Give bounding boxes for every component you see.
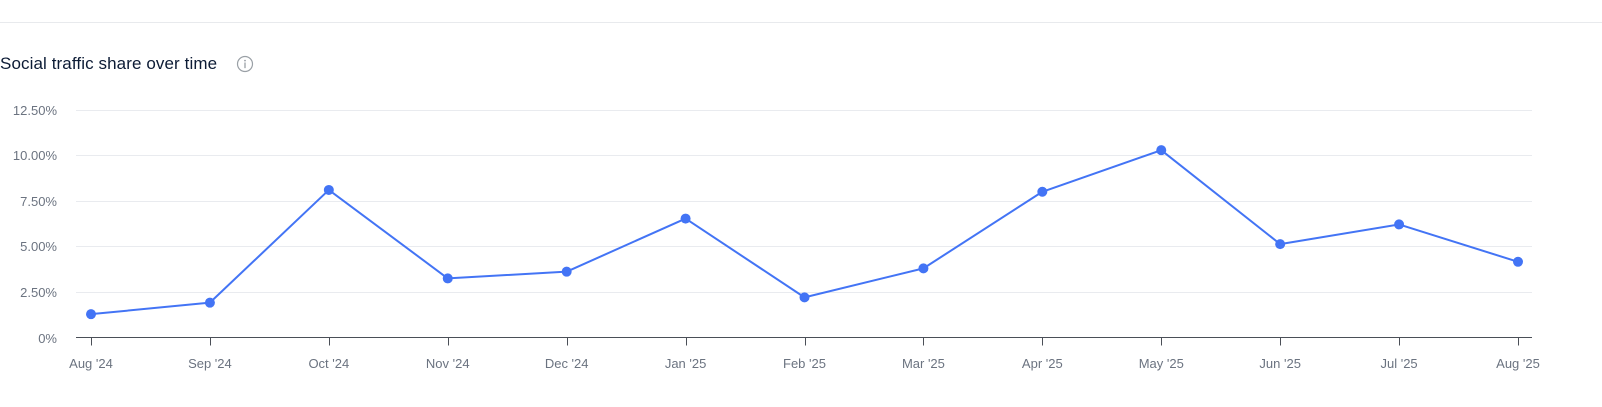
y-tick-label: 10.00%	[13, 148, 58, 163]
data-point[interactable]	[442, 273, 453, 284]
chart-title: Social traffic share over time	[0, 54, 218, 73]
x-tick-label: Mar '25	[902, 356, 945, 371]
data-point[interactable]	[1275, 239, 1286, 250]
data-point[interactable]	[1394, 219, 1405, 230]
x-tick-label: Nov '24	[426, 356, 470, 371]
x-tick-label: Dec '24	[545, 356, 589, 371]
data-point[interactable]	[561, 266, 572, 277]
y-tick-label: 2.50%	[20, 285, 57, 300]
data-point[interactable]	[680, 213, 691, 224]
data-point[interactable]	[918, 263, 929, 274]
x-tick-label: Aug '25	[1496, 356, 1540, 371]
x-tick-label: Jun '25	[1259, 356, 1301, 371]
x-tick-label: Feb '25	[783, 356, 826, 371]
y-tick-label: 5.00%	[20, 239, 57, 254]
y-tick-label: 12.50%	[13, 103, 58, 118]
y-axis-ticks: 0% 2.50% 5.00% 7.50% 10.00% 12.50%	[13, 103, 58, 346]
x-tick-label: Jan '25	[665, 356, 707, 371]
data-point[interactable]	[1156, 145, 1167, 156]
x-tick-label: Jul '25	[1380, 356, 1417, 371]
chart-header: Social traffic share over time	[0, 52, 254, 76]
x-tick-label: Apr '25	[1022, 356, 1063, 371]
x-axis: Aug '24 Sep '24 Oct '24 Nov '24 Dec '24 Jan '…	[69, 337, 1540, 371]
y-tick-label: 7.50%	[20, 194, 57, 209]
x-tick-label: May '25	[1139, 356, 1184, 371]
data-point[interactable]	[1513, 256, 1523, 267]
data-point[interactable]	[86, 309, 96, 320]
info-icon[interactable]	[236, 55, 254, 73]
top-divider	[0, 22, 1602, 23]
info-icon-glyph	[237, 55, 254, 73]
data-point[interactable]	[1037, 186, 1048, 197]
data-point[interactable]	[204, 297, 215, 308]
data-point[interactable]	[799, 292, 810, 303]
x-tick-label: Oct '24	[308, 356, 349, 371]
y-tick-label: 0%	[38, 331, 57, 346]
data-point[interactable]	[323, 184, 334, 195]
series-points-layer	[86, 145, 1523, 320]
x-tick-label: Sep '24	[188, 356, 232, 371]
grid-layer	[76, 110, 1532, 293]
series-line-layer	[90, 149, 1519, 316]
x-tick-label: Aug '24	[69, 356, 113, 371]
series-line	[90, 149, 1519, 316]
